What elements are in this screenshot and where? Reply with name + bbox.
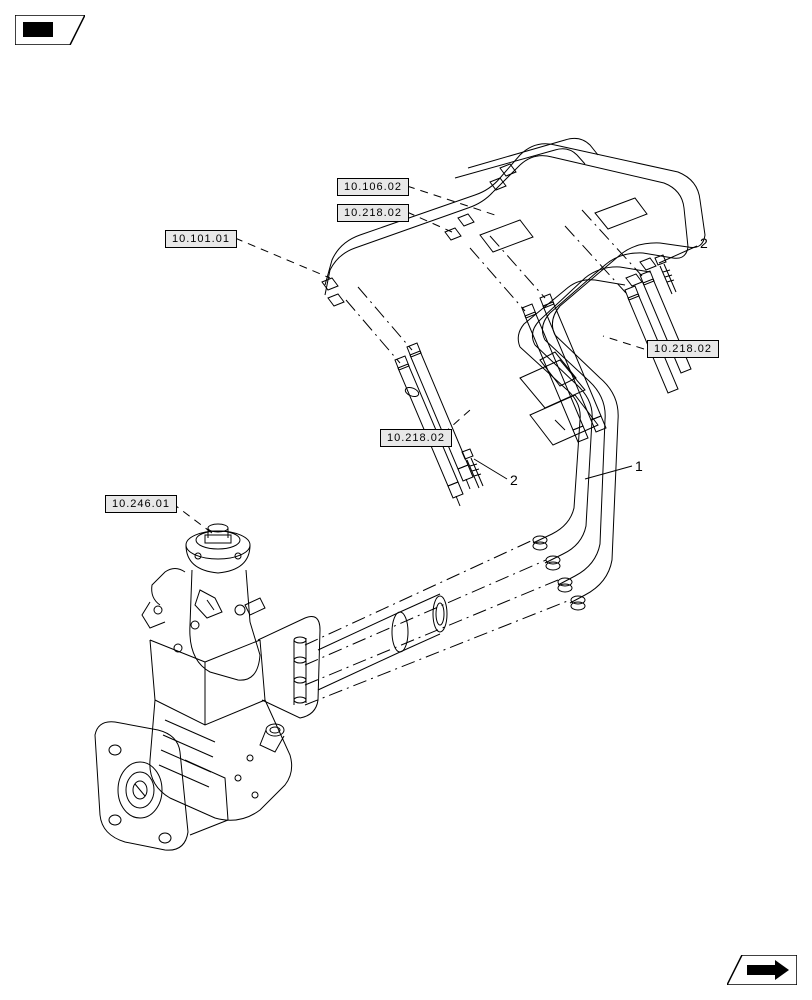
ref-label-10-246-01: 10.246.01 [105,495,177,513]
ref-label-10-218-02c: 10.218.02 [647,340,719,358]
leader-lines [172,186,697,536]
callout-2-top: 2 [700,235,708,251]
ref-label-10-106-02: 10.106.02 [337,178,409,196]
ref-label-10-101-01: 10.101.01 [165,230,237,248]
injection-pump [95,524,447,850]
injectors-group [395,271,691,506]
assembly-lines [305,210,642,705]
ref-label-10-218-02b: 10.218.02 [380,429,452,447]
callout-2-mid: 2 [510,472,518,488]
callout-1: 1 [635,458,643,474]
ref-label-10-218-02a: 10.218.02 [337,204,409,222]
